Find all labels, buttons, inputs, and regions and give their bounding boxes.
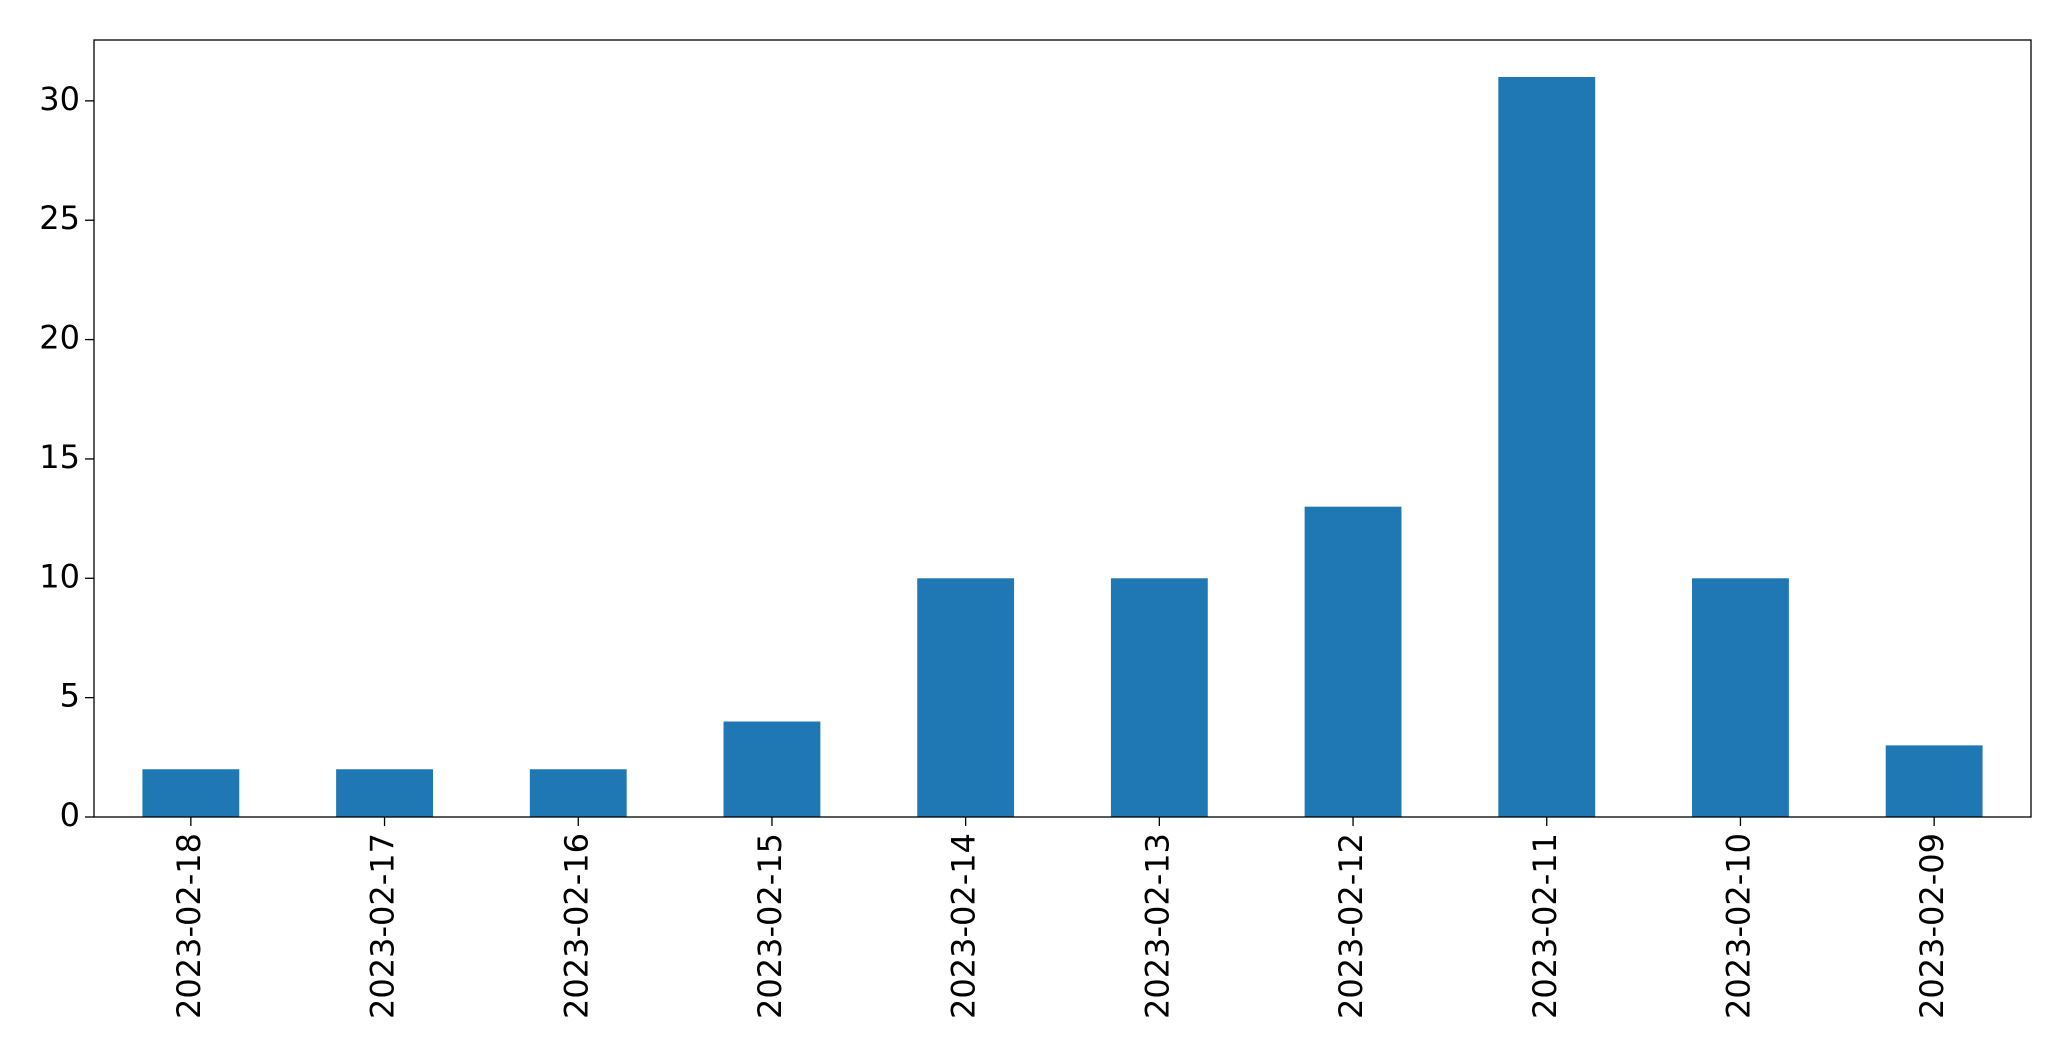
- y-tick-label: 25: [39, 199, 80, 237]
- bar: [1110, 578, 1208, 817]
- y-tick-label: 5: [60, 677, 80, 715]
- x-tick-label: 2023-02-12: [1332, 833, 1370, 1019]
- bar: [529, 769, 627, 817]
- x-tick-label: 2023-02-16: [557, 833, 595, 1019]
- x-tick-label: 2023-02-17: [364, 833, 402, 1019]
- bar: [336, 769, 433, 817]
- y-tick-label: 10: [39, 557, 80, 595]
- y-tick-label: 15: [39, 438, 80, 476]
- x-tick-label: 2023-02-09: [1913, 833, 1951, 1019]
- bar: [1885, 745, 1983, 817]
- x-tick-label: 2023-02-18: [170, 833, 208, 1019]
- x-tick-label: 2023-02-13: [1138, 833, 1176, 1019]
- bar: [1692, 578, 1789, 817]
- plot-frame: [93, 39, 2032, 818]
- bar: [1304, 506, 1402, 817]
- bar: [142, 769, 240, 817]
- x-tick-label: 2023-02-11: [1526, 833, 1564, 1019]
- y-tick-label: 0: [60, 796, 80, 834]
- x-tick-label: 2023-02-10: [1719, 833, 1757, 1019]
- bar: [1498, 77, 1596, 817]
- bar: [917, 578, 1015, 817]
- y-tick-label: 30: [39, 80, 80, 118]
- y-tick-label: 20: [39, 319, 80, 357]
- bar: [723, 721, 821, 817]
- x-tick-label: 2023-02-14: [945, 833, 983, 1019]
- x-tick-label: 2023-02-15: [751, 833, 789, 1019]
